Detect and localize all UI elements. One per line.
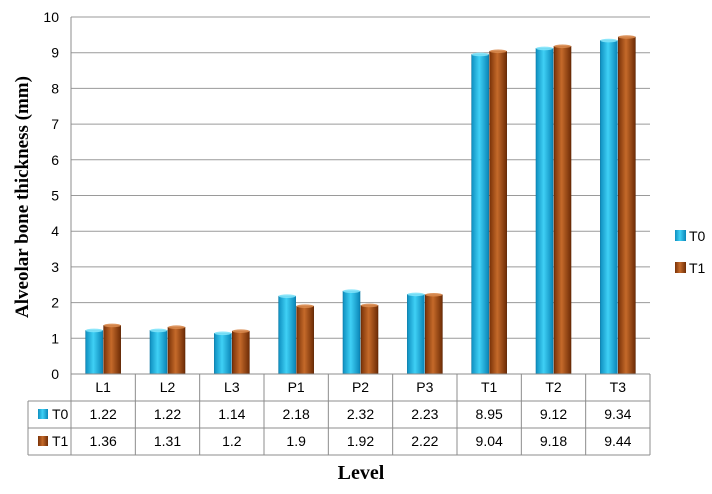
bar-t0-l1: [85, 330, 103, 375]
bar-t1-t1: [489, 50, 507, 375]
data-table: L1 L2 L3 P1 P2 P3 T1 T2 T3 T0 1.22 1.22 1.14 2.18 2.32…: [27, 373, 651, 456]
bar-t0-t2: [535, 48, 554, 375]
x-tick-label: P3: [416, 379, 433, 395]
bar-cap: [536, 46, 553, 51]
bar-cap: [214, 331, 232, 336]
bar-cap: [343, 289, 360, 293]
data-value-label: 1.9: [286, 433, 306, 449]
x-axis-title: Level: [338, 462, 385, 484]
bar-cap: [489, 49, 507, 54]
bar-cap: [471, 52, 489, 57]
x-tick-label: P2: [352, 379, 369, 395]
bar-t1-p1: [296, 305, 314, 375]
data-value-label: 9.44: [604, 433, 631, 449]
data-value-label: 1.36: [90, 433, 117, 449]
x-tick-label: L1: [95, 379, 111, 395]
bar-cap: [554, 44, 571, 49]
x-tick-label: T3: [610, 379, 627, 395]
bar-cap: [407, 292, 425, 297]
bar-t1-l2: [167, 326, 186, 375]
data-value-label: 1.2: [222, 433, 242, 449]
bar-cap: [103, 323, 121, 328]
legend-label: T0: [689, 228, 706, 244]
y-tick-label: 7: [51, 116, 59, 132]
data-value-label: 2.32: [347, 406, 374, 422]
table-legend-key: [38, 436, 48, 446]
bar-t0-l3: [214, 333, 232, 375]
bar-cap: [168, 325, 185, 330]
data-value-label: 2.23: [411, 406, 438, 422]
y-axis-ticks: 0 1 2 3 4 5 6 7 8 9 10: [43, 9, 59, 382]
y-axis-title: Alveolar bone thickness (mm): [12, 76, 33, 318]
legend: T0 T1: [675, 228, 706, 276]
bar-t1-t3: [618, 36, 636, 375]
bar-t0-t3: [600, 40, 618, 375]
data-value-label: 1.22: [90, 406, 117, 422]
bar-t1-l3: [232, 330, 250, 375]
bar-cap: [232, 329, 250, 333]
bar-t0-p1: [278, 295, 296, 375]
bar-cap: [278, 294, 296, 298]
bar-cap: [296, 304, 314, 308]
x-tick-label: L3: [224, 379, 240, 395]
bar-cap: [361, 303, 378, 308]
legend-key-t0: [675, 230, 686, 241]
legend-label: T1: [689, 260, 706, 276]
y-tick-label: 1: [51, 330, 59, 346]
bar-t1-p2: [360, 305, 379, 375]
bar-t0-p3: [407, 294, 425, 375]
bar-cap: [425, 292, 443, 297]
y-tick-label: 4: [51, 223, 59, 239]
data-value-label: 1.14: [218, 406, 245, 422]
bars: [85, 35, 636, 375]
y-tick-label: 6: [51, 152, 59, 168]
y-tick-label: 0: [51, 366, 59, 382]
bar-t0-p2: [342, 290, 361, 375]
x-tick-label: T1: [481, 379, 498, 395]
data-value-label: 8.95: [476, 406, 503, 422]
y-tick-label: 9: [51, 45, 59, 61]
y-tick-label: 5: [51, 188, 59, 204]
bar-cap: [618, 35, 636, 39]
data-value-label: 9.18: [540, 433, 567, 449]
x-tick-label: T2: [545, 379, 562, 395]
bar-t1-p3: [425, 294, 443, 375]
data-value-label: 1.31: [154, 433, 181, 449]
data-value-label: 1.22: [154, 406, 181, 422]
table-legend-key: [38, 409, 48, 419]
bar-t0-t1: [471, 54, 489, 375]
y-tick-label: 8: [51, 80, 59, 96]
data-value-label: 9.34: [604, 406, 631, 422]
y-tick-label: 3: [51, 259, 59, 275]
data-value-label: 9.04: [476, 433, 503, 449]
bar-t1-t2: [553, 45, 572, 375]
y-tick-label: 2: [51, 295, 59, 311]
x-tick-label: P1: [288, 379, 305, 395]
data-value-label: 2.22: [411, 433, 438, 449]
y-tick-label: 10: [43, 9, 59, 25]
x-tick-label: L2: [160, 379, 176, 395]
bar-cap: [150, 328, 167, 333]
bar-t0-l2: [149, 330, 168, 375]
bar-t1-l1: [103, 325, 121, 375]
table-series-label: T0: [52, 406, 69, 422]
table-series-label: T1: [52, 433, 69, 449]
data-value-label: 2.18: [283, 406, 310, 422]
bar-cap: [85, 328, 103, 333]
legend-key-t1: [675, 262, 686, 273]
data-value-label: 1.92: [347, 433, 374, 449]
bar-cap: [600, 38, 618, 43]
gridlines: [70, 16, 650, 375]
data-value-label: 9.12: [540, 406, 567, 422]
